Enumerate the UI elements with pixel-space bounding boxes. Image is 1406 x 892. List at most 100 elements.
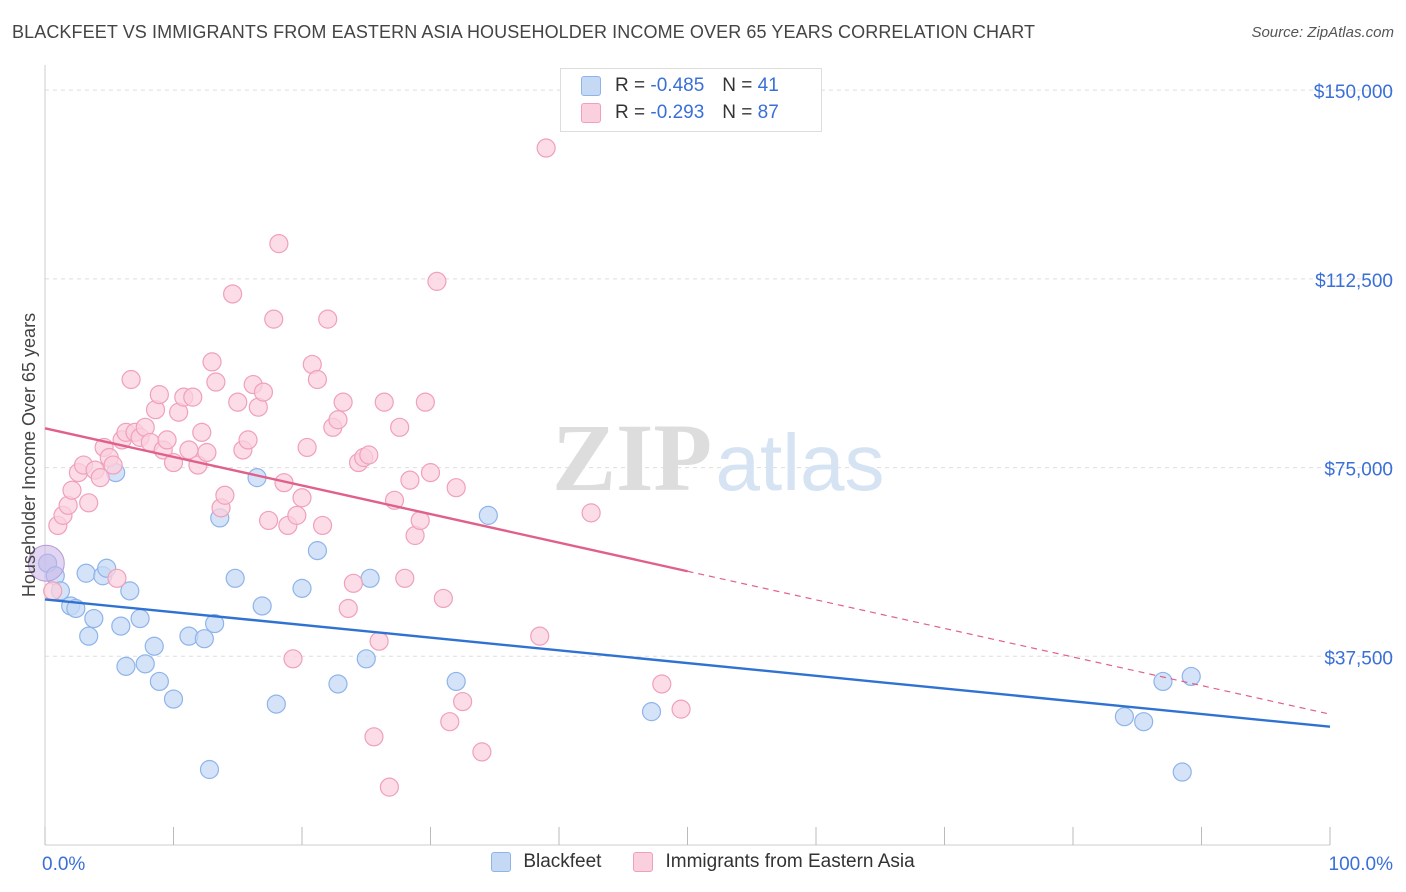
eastern-asia-point — [446, 478, 466, 498]
blackfeet-point — [225, 568, 245, 588]
eastern-asia-point — [530, 626, 550, 646]
r-value: -0.293 — [650, 102, 705, 123]
blackfeet-point — [76, 563, 96, 583]
eastern-asia-point — [202, 352, 222, 372]
y-tick-label: $150,000 — [1314, 82, 1393, 103]
blackfeet-trend-line — [44, 598, 1331, 728]
eastern-asia-point — [671, 699, 691, 719]
eastern-asia-point — [427, 271, 447, 291]
eastern-asia-point — [79, 493, 99, 513]
eastern-asia-point — [415, 392, 435, 412]
eastern-asia-point — [472, 742, 492, 762]
eastern-asia-point — [183, 387, 203, 407]
blackfeet-point — [163, 689, 184, 709]
y-tick-label: $112,500 — [1315, 271, 1393, 292]
eastern-asia-point — [453, 691, 473, 712]
series-eastern-asia — [43, 138, 691, 797]
blackfeet-point — [135, 654, 155, 674]
blackfeet-point — [205, 613, 225, 634]
blackfeet-point — [120, 581, 140, 601]
blackfeet-swatch — [491, 852, 512, 872]
eastern-asia-point — [318, 309, 338, 329]
legend-item-eastern-asia[interactable]: Immigrants from Eastern Asia — [633, 851, 915, 873]
blackfeet-point — [478, 505, 498, 525]
y-axis-title: Householder Income Over 65 years — [19, 313, 39, 597]
eastern-asia-point — [333, 392, 353, 412]
eastern-asia-point — [287, 505, 307, 525]
legend-label-blackfeet: Blackfeet — [523, 851, 602, 872]
eastern-asia-point — [283, 649, 303, 669]
eastern-asia-point — [338, 598, 358, 619]
eastern-asia-point — [228, 392, 248, 412]
r-label: R = — [615, 102, 646, 123]
eastern-asia-trend-line — [44, 427, 688, 573]
blackfeet-point — [149, 671, 169, 692]
eastern-asia-swatch — [581, 103, 601, 123]
eastern-asia-point — [395, 568, 415, 588]
eastern-asia-point — [215, 485, 235, 505]
blackfeet-point — [130, 608, 150, 629]
eastern-asia-point — [343, 573, 363, 593]
eastern-asia-point — [206, 372, 226, 392]
eastern-asia-point — [390, 417, 410, 437]
eastern-asia-point — [379, 777, 399, 797]
eastern-asia-point — [253, 382, 274, 402]
eastern-asia-point — [364, 727, 384, 747]
blackfeet-point — [79, 626, 99, 646]
eastern-asia-point — [197, 442, 217, 463]
blackfeet-point — [1181, 666, 1201, 687]
edge-cluster-point — [27, 544, 65, 582]
blackfeet-point — [1134, 712, 1154, 732]
blackfeet-point — [1153, 671, 1173, 692]
n-value: 87 — [757, 102, 779, 123]
chart-title: BLACKFEET VS IMMIGRANTS FROM EASTERN ASI… — [12, 22, 1036, 42]
eastern-asia-point — [307, 369, 328, 390]
trend-lines — [44, 427, 1331, 728]
blackfeet-point — [266, 694, 286, 714]
x-tick-label: 100.0% — [1329, 854, 1394, 875]
eastern-asia-point — [107, 568, 127, 588]
blackfeet-point — [199, 759, 220, 780]
blackfeet-swatch — [581, 76, 601, 96]
eastern-asia-point — [192, 422, 212, 442]
eastern-asia-point — [374, 392, 394, 412]
series-blackfeet — [27, 463, 1201, 782]
n-label: N = — [722, 102, 753, 123]
eastern-asia-trend-extension — [687, 570, 1331, 715]
eastern-asia-point — [536, 138, 556, 158]
eastern-asia-point — [90, 468, 110, 488]
axis-labels: $37,500 $75,000 $112,500 $150,000 0.0% 100.0%… — [19, 82, 1393, 875]
chart-source: Source: ZipAtlas.com — [1251, 24, 1394, 41]
eastern-asia-point — [264, 309, 284, 329]
eastern-asia-point — [258, 510, 279, 531]
eastern-asia-point — [433, 588, 453, 609]
n-label: N = — [722, 75, 753, 96]
eastern-asia-point — [43, 581, 63, 601]
r-label: R = — [615, 75, 646, 96]
blackfeet-point — [356, 649, 376, 669]
blackfeet-point — [252, 596, 272, 616]
eastern-asia-point — [369, 631, 389, 651]
blackfeet-point — [84, 608, 104, 629]
eastern-asia-point — [149, 385, 169, 405]
blackfeet-point — [144, 636, 164, 656]
eastern-asia-swatch — [633, 852, 654, 872]
eastern-asia-point — [440, 712, 460, 732]
eastern-asia-point — [359, 445, 379, 465]
blackfeet-point — [194, 629, 214, 649]
eastern-asia-point — [121, 369, 141, 390]
blackfeet-point — [360, 568, 380, 588]
n-value: 41 — [757, 75, 779, 96]
stats-legend: R = -0.485 N = 41 R = -0.293 N = 87 — [560, 68, 822, 132]
legend-item-blackfeet[interactable]: Blackfeet — [491, 851, 601, 873]
eastern-asia-point — [312, 515, 333, 536]
eastern-asia-point — [400, 470, 420, 490]
stats-row-blackfeet: R = -0.485 N = 41 — [581, 73, 779, 99]
blackfeet-point — [111, 616, 131, 636]
blackfeet-point — [292, 578, 312, 598]
watermark-zip: ZIP — [552, 404, 712, 511]
blackfeet-point — [1114, 707, 1135, 727]
eastern-asia-point — [297, 437, 317, 458]
blackfeet-point — [1172, 762, 1192, 782]
